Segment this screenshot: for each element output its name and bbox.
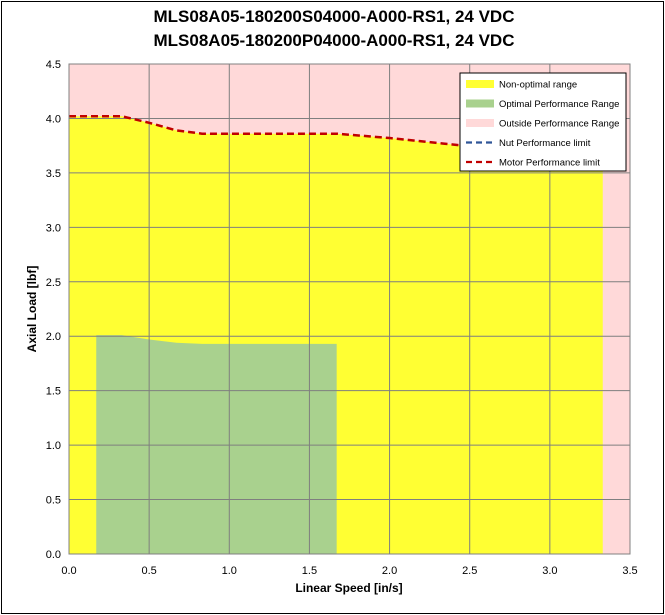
x-tick-label: 1.0: [222, 565, 237, 577]
x-tick-label: 2.5: [462, 565, 477, 577]
legend-swatch: [466, 119, 494, 127]
y-tick-label: 3.5: [46, 168, 61, 180]
y-tick-label: 1.5: [46, 386, 61, 398]
legend-label: Outside Performance Range: [499, 119, 619, 130]
x-tick-label: 0.0: [61, 565, 76, 577]
area-optimal-performance-range: [96, 335, 337, 554]
x-tick-label: 3.5: [622, 565, 637, 577]
y-tick-label: 4.5: [46, 59, 61, 71]
y-tick-label: 3.0: [46, 222, 61, 234]
chart-title-line2: MLS08A05-180200P04000-A000-RS1, 24 VDC: [154, 31, 515, 50]
y-tick-label: 1.0: [46, 440, 61, 452]
legend-label: Motor Performance limit: [499, 158, 600, 169]
chart-title-line1: MLS08A05-180200S04000-A000-RS1, 24 VDC: [154, 7, 515, 26]
plot-border: [68, 63, 631, 555]
legend-label: Optimal Performance Range: [499, 99, 619, 110]
x-tick-labels: 0.0 0.5 1.0 1.5 2.0 2.5 3.0 3.5: [61, 565, 637, 577]
legend-swatch: [466, 80, 494, 88]
x-tick-label: 0.5: [141, 565, 156, 577]
y-tick-label: 2.0: [46, 331, 61, 343]
legend-swatch: [466, 99, 494, 108]
y-tick-label: 4.0: [46, 113, 61, 125]
y-axis-title: Axial Load [lbf]: [25, 266, 39, 353]
y-tick-labels: 0.0 0.5 1.0 1.5 2.0 2.5 3.0 3.5 4.0 4.5: [46, 59, 61, 561]
legend-label: Nut Performance limit: [499, 138, 591, 149]
x-tick-label: 1.5: [302, 565, 317, 577]
legend: Non-optimal range Optimal Performance Ran…: [459, 72, 627, 172]
y-tick-label: 0.0: [46, 549, 61, 561]
x-tick-label: 2.0: [382, 565, 397, 577]
x-tick-label: 3.0: [542, 565, 557, 577]
y-tick-label: 0.5: [46, 495, 61, 507]
legend-label: Non-optimal range: [499, 80, 577, 91]
y-tick-label: 2.5: [46, 277, 61, 289]
x-axis-title: Linear Speed [in/s]: [295, 581, 402, 595]
